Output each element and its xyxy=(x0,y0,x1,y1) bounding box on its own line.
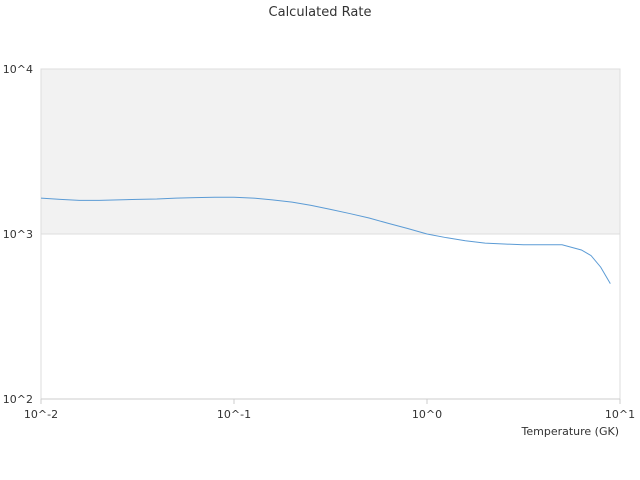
x-tick-label: 10^-2 xyxy=(24,408,58,421)
chart-title: Calculated Rate xyxy=(269,5,372,20)
x-tick-label: 10^1 xyxy=(605,408,635,421)
y-tick-label: 10^3 xyxy=(3,228,33,241)
x-tick-group: 10^-2 10^-1 10^0 10^1 xyxy=(24,399,635,421)
y-tick-group: 10^2 10^3 10^4 xyxy=(3,63,33,406)
shaded-band xyxy=(41,69,620,234)
x-axis-label: Temperature (GK) xyxy=(521,425,620,438)
x-tick-label: 10^-1 xyxy=(217,408,251,421)
x-tick-label: 10^0 xyxy=(412,408,442,421)
y-tick-label: 10^4 xyxy=(3,63,33,76)
y-tick-label: 10^2 xyxy=(3,393,33,406)
series-line xyxy=(40,196,611,284)
